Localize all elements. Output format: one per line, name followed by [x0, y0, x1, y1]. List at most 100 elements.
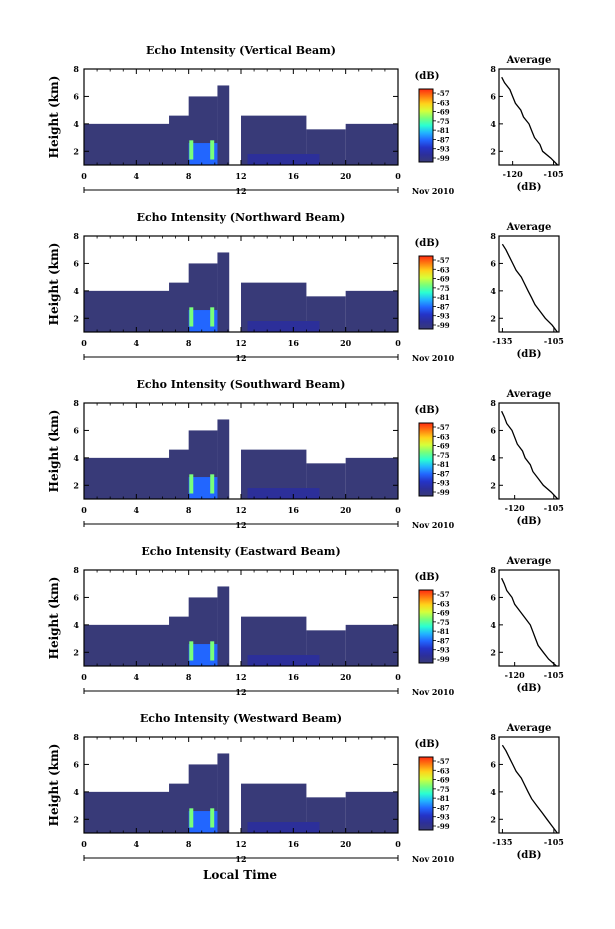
- avg-y-tick-label: 4: [490, 119, 496, 129]
- panel-title: Echo Intensity (Northward Beam): [137, 211, 346, 224]
- x-tick-label: 12: [235, 672, 246, 682]
- avg-y-tick-label: 6: [490, 592, 496, 602]
- y-axis-label: Height (km): [47, 577, 61, 660]
- echo-cell: [345, 624, 398, 666]
- avg-y-tick-label: 6: [490, 91, 496, 101]
- colorbar-tick-label: -99: [437, 655, 450, 664]
- colorbar-tick-label: -87: [437, 469, 450, 478]
- x-tick-label: 0: [81, 839, 87, 849]
- colorbar-tick-label: -93: [437, 646, 450, 655]
- avg-x-tick-label: -120: [505, 503, 525, 513]
- x-tick-label: 20: [340, 672, 352, 682]
- average-title: Average: [506, 723, 552, 734]
- y-tick-label: 2: [73, 146, 79, 156]
- colorbar-tick-label: -81: [437, 794, 450, 803]
- avg-y-tick-label: 2: [490, 480, 496, 490]
- echo-cell: [169, 616, 193, 666]
- echo-cell: [210, 140, 215, 160]
- date-day: 12: [235, 353, 246, 363]
- average-profile-line: [501, 243, 558, 333]
- echo-cell: [189, 641, 194, 661]
- echo-cell: [189, 307, 194, 327]
- colorbar-tick-label: -81: [437, 126, 450, 135]
- y-axis-label: Height (km): [47, 243, 61, 326]
- date-label: Nov 2010: [412, 353, 455, 363]
- y-tick-label: 6: [73, 592, 79, 602]
- colorbar-tick-label: -99: [437, 321, 450, 330]
- colorbar-tick-label: -99: [437, 822, 450, 831]
- colorbar-tick-label: -87: [437, 135, 450, 144]
- x-tick-label: 16: [288, 171, 300, 181]
- avg-y-tick-label: 4: [490, 787, 496, 797]
- colorbar-tick-label: -63: [437, 265, 450, 274]
- avg-x-tick-label: -105: [544, 670, 564, 680]
- y-tick-label: 6: [73, 759, 79, 769]
- colorbar: [418, 422, 434, 497]
- y-tick-label: 2: [73, 647, 79, 657]
- x-tick-label: 0: [81, 672, 87, 682]
- colorbar-tick-label: -63: [437, 766, 450, 775]
- x-tick-label: 20: [340, 171, 352, 181]
- colorbar: [418, 255, 434, 330]
- y-tick-label: 2: [73, 814, 79, 824]
- x-tick-label: 0: [395, 672, 401, 682]
- echo-cell: [345, 791, 398, 833]
- x-tick-label: 0: [395, 338, 401, 348]
- colorbar-unit: (dB): [415, 71, 440, 82]
- echo-cell: [247, 822, 320, 833]
- x-tick-label: 4: [134, 338, 140, 348]
- panel-3: Echo Intensity (Southward Beam) Height (k…: [47, 378, 564, 530]
- y-tick-label: 6: [73, 91, 79, 101]
- y-axis-label: Height (km): [47, 76, 61, 159]
- date-day: 12: [235, 687, 246, 697]
- colorbar-tick-label: -57: [437, 423, 450, 432]
- colorbar-tick-label: -93: [437, 479, 450, 488]
- echo-cell: [247, 154, 320, 165]
- colorbar-unit: (dB): [415, 572, 440, 583]
- x-tick-label: 12: [235, 839, 246, 849]
- average-xlabel: (dB): [517, 850, 542, 861]
- avg-y-tick-label: 6: [490, 759, 496, 769]
- panel-title: Echo Intensity (Southward Beam): [137, 378, 346, 391]
- echo-cell: [217, 753, 230, 833]
- x-tick-label: 0: [395, 505, 401, 515]
- average-profile-line: [501, 76, 559, 166]
- echo-cell: [210, 641, 215, 661]
- x-tick-label: 0: [81, 171, 87, 181]
- colorbar-tick-label: -87: [437, 302, 450, 311]
- colorbar-tick-label: -57: [437, 89, 450, 98]
- avg-x-tick-label: -105: [544, 336, 564, 346]
- colorbar-tick-label: -99: [437, 488, 450, 497]
- avg-x-tick-label: -135: [492, 336, 512, 346]
- colorbar-tick-label: -93: [437, 145, 450, 154]
- colorbar-unit: (dB): [415, 405, 440, 416]
- echo-cell: [169, 449, 193, 499]
- colorbar-tick-label: -57: [437, 590, 450, 599]
- colorbar-tick-label: -93: [437, 813, 450, 822]
- avg-y-tick-label: 8: [490, 565, 496, 575]
- echo-cell: [217, 252, 230, 332]
- x-tick-label: 8: [186, 672, 192, 682]
- x-axis-label: Local Time: [203, 868, 277, 882]
- y-tick-label: 4: [73, 787, 79, 797]
- x-tick-label: 4: [134, 505, 140, 515]
- panel-4: Echo Intensity (Eastward Beam) Height (km…: [47, 545, 564, 697]
- x-tick-label: 4: [134, 672, 140, 682]
- echo-cell: [217, 85, 230, 165]
- y-axis-label: Height (km): [47, 410, 61, 493]
- avg-y-tick-label: 4: [490, 620, 496, 630]
- x-tick-label: 16: [288, 338, 300, 348]
- y-tick-label: 6: [73, 425, 79, 435]
- x-tick-label: 20: [340, 839, 352, 849]
- avg-y-tick-label: 8: [490, 398, 496, 408]
- x-tick-label: 16: [288, 672, 300, 682]
- colorbar-unit: (dB): [415, 739, 440, 750]
- colorbar-tick-label: -69: [437, 776, 450, 785]
- echo-cell: [169, 282, 193, 332]
- echo-cell: [345, 457, 398, 499]
- x-tick-label: 12: [235, 338, 246, 348]
- average-xlabel: (dB): [517, 349, 542, 360]
- avg-y-tick-label: 2: [490, 814, 496, 824]
- echo-cell: [247, 655, 320, 666]
